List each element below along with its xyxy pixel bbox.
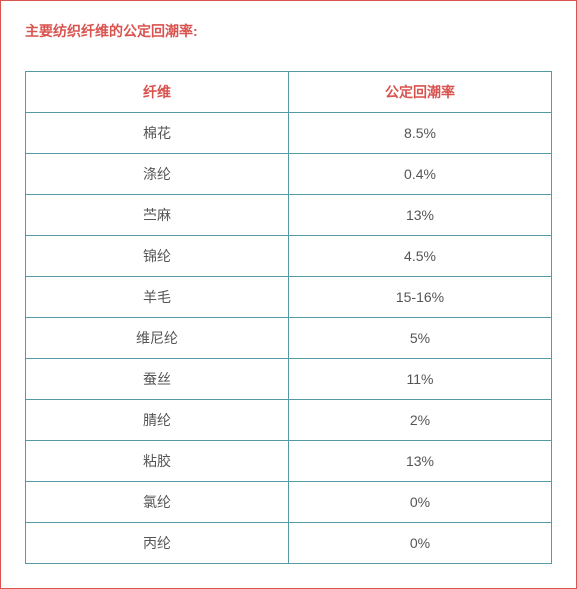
cell-fiber: 蚕丝: [26, 359, 289, 400]
cell-fiber: 丙纶: [26, 523, 289, 564]
cell-value: 13%: [289, 441, 552, 482]
table-header-row: 纤维 公定回潮率: [26, 72, 552, 113]
cell-value: 8.5%: [289, 113, 552, 154]
table-row: 氯纶0%: [26, 482, 552, 523]
cell-fiber: 苎麻: [26, 195, 289, 236]
content-panel: 主要纺织纤维的公定回潮率: 纤维 公定回潮率 棉花8.5% 涤纶0.4% 苎麻1…: [0, 0, 577, 589]
table-row: 棉花8.5%: [26, 113, 552, 154]
cell-fiber: 氯纶: [26, 482, 289, 523]
cell-value: 2%: [289, 400, 552, 441]
cell-fiber: 腈纶: [26, 400, 289, 441]
cell-fiber: 棉花: [26, 113, 289, 154]
table-row: 腈纶2%: [26, 400, 552, 441]
table-body: 棉花8.5% 涤纶0.4% 苎麻13% 锦纶4.5% 羊毛15-16% 维尼纶5…: [26, 113, 552, 564]
table-row: 苎麻13%: [26, 195, 552, 236]
cell-fiber: 涤纶: [26, 154, 289, 195]
cell-value: 0%: [289, 523, 552, 564]
cell-fiber: 羊毛: [26, 277, 289, 318]
table-row: 锦纶4.5%: [26, 236, 552, 277]
cell-value: 0.4%: [289, 154, 552, 195]
cell-value: 13%: [289, 195, 552, 236]
col-header-fiber: 纤维: [26, 72, 289, 113]
table-row: 维尼纶5%: [26, 318, 552, 359]
table-row: 粘胶13%: [26, 441, 552, 482]
table-row: 丙纶0%: [26, 523, 552, 564]
cell-value: 5%: [289, 318, 552, 359]
cell-fiber: 维尼纶: [26, 318, 289, 359]
table-row: 羊毛15-16%: [26, 277, 552, 318]
col-header-regain: 公定回潮率: [289, 72, 552, 113]
cell-value: 4.5%: [289, 236, 552, 277]
cell-value: 0%: [289, 482, 552, 523]
cell-fiber: 锦纶: [26, 236, 289, 277]
cell-value: 15-16%: [289, 277, 552, 318]
moisture-regain-table: 纤维 公定回潮率 棉花8.5% 涤纶0.4% 苎麻13% 锦纶4.5% 羊毛15…: [25, 71, 552, 564]
table-row: 涤纶0.4%: [26, 154, 552, 195]
table-row: 蚕丝11%: [26, 359, 552, 400]
cell-value: 11%: [289, 359, 552, 400]
section-title: 主要纺织纤维的公定回潮率:: [25, 21, 552, 41]
cell-fiber: 粘胶: [26, 441, 289, 482]
